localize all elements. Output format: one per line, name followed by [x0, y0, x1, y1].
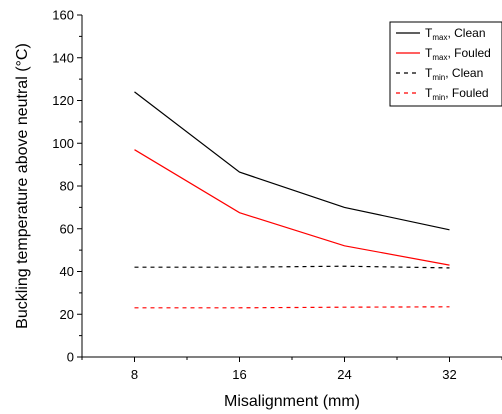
x-tick-label: 32 — [442, 367, 456, 382]
y-tick-label: 80 — [60, 179, 74, 194]
series-line-2 — [134, 149, 450, 266]
y-axis-title: Buckling temperature above neutral (°C) — [14, 43, 31, 329]
x-axis-title: Misalignment (mm) — [224, 393, 360, 410]
legend: Tmax, Clean Tmax, Fouled Tmin, Clean Tmin, … — [389, 21, 502, 107]
series-layer — [134, 91, 450, 309]
y-tick-label: 120 — [52, 93, 74, 108]
series-line-1 — [134, 91, 450, 231]
x-tick-label: 16 — [232, 367, 246, 382]
y-tick-label: 100 — [52, 136, 74, 151]
x-tick-label: 24 — [337, 367, 351, 382]
legend-box — [389, 21, 502, 107]
axes-layer: 0 20 40 60 80 100 120 140 160 8 16 24 32 — [52, 8, 502, 382]
x-tick-label: 8 — [131, 367, 138, 382]
y-tick-label: 140 — [52, 50, 74, 65]
legend-label-2: Tmax, Fouled — [425, 46, 491, 62]
legend-label-4: Tmin, Fouled — [425, 86, 489, 102]
y-tick-label: 40 — [60, 264, 74, 279]
y-tick-label: 60 — [60, 221, 74, 236]
series-line-3 — [134, 265, 450, 269]
legend-label-3: Tmin, Clean — [425, 66, 483, 82]
legend-label-1: Tmax, Clean — [425, 26, 486, 42]
series-line-4 — [134, 306, 450, 309]
y-tick-label: 20 — [60, 307, 74, 322]
y-tick-label: 0 — [67, 350, 74, 365]
y-tick-label: 160 — [52, 8, 74, 23]
